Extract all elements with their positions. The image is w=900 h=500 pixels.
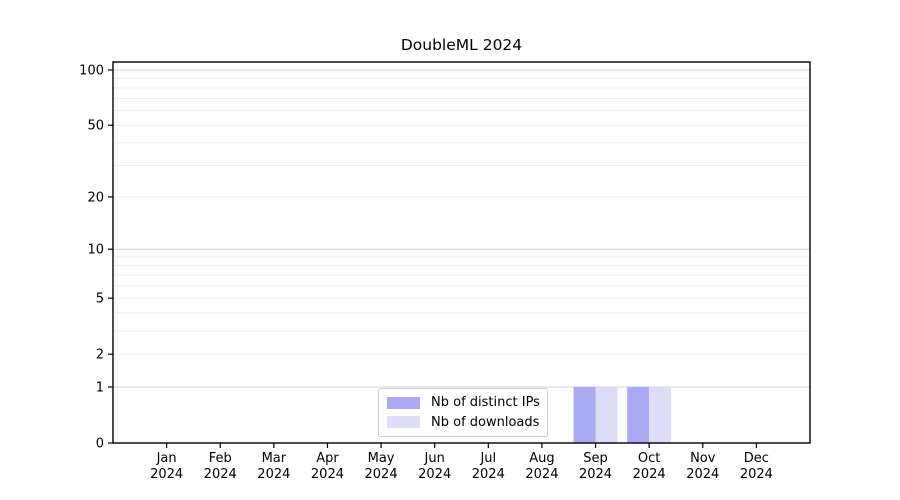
x-tick-label-year-jan: 2024	[150, 467, 183, 482]
x-tick-label-month-nov: Nov	[690, 451, 716, 466]
legend-label-downloads: Nb of downloads	[431, 414, 540, 430]
x-tick-label-month-sep: Sep	[583, 451, 608, 466]
x-tick-label-month-may: May	[368, 451, 395, 466]
legend-entry-distinct-ips: Nb of distinct IPs	[387, 395, 540, 411]
legend: Nb of distinct IPs Nb of downloads	[378, 388, 548, 437]
y-tick-label-50: 50	[87, 119, 104, 134]
legend-entry-downloads: Nb of downloads	[387, 415, 539, 430]
chart-title: DoubleML 2024	[400, 36, 523, 54]
bar-oct-downloads	[649, 386, 672, 443]
bar-oct-distinct-ips	[627, 386, 650, 443]
y-tick-label-10: 10	[87, 243, 104, 258]
y-tick-label-2: 2	[96, 348, 104, 363]
legend-label-distinct-ips: Nb of distinct IPs	[431, 395, 540, 411]
x-tick-label-month-feb: Feb	[209, 451, 232, 466]
y-tick-label-20: 20	[87, 190, 104, 205]
x-tick-label-month-dec: Dec	[744, 451, 769, 466]
x-tick-label-month-jan: Jan	[156, 451, 177, 466]
x-tick-label-month-mar: Mar	[262, 451, 287, 466]
x-tick-label-year-feb: 2024	[204, 467, 237, 482]
x-tick-label-year-jun: 2024	[418, 467, 451, 482]
x-tick-label-year-dec: 2024	[740, 467, 773, 482]
x-tick-label-year-aug: 2024	[525, 467, 558, 482]
x-tick-label-year-jul: 2024	[472, 467, 505, 482]
x-tick-label-year-apr: 2024	[311, 467, 344, 482]
x-tick-label-year-oct: 2024	[633, 467, 666, 482]
x-tick-label-month-jul: Jul	[479, 451, 496, 466]
bar-sep-distinct-ips	[573, 386, 596, 443]
x-tick-label-year-nov: 2024	[686, 467, 719, 482]
x-tick-label-year-may: 2024	[365, 467, 398, 482]
legend-swatch-distinct-ips	[387, 396, 420, 409]
plot-border	[112, 61, 811, 444]
x-tick-label-year-mar: 2024	[257, 467, 290, 482]
y-tick-label-1: 1	[96, 380, 104, 395]
y-tick-label-5: 5	[96, 292, 104, 307]
x-tick-label-month-apr: Apr	[316, 451, 339, 466]
x-tick-label-month-oct: Oct	[638, 451, 660, 466]
y-tick-label-0: 0	[96, 437, 104, 452]
y-tick-label-100: 100	[79, 63, 104, 78]
legend-swatch-downloads	[387, 416, 420, 429]
bar-sep-downloads	[595, 386, 618, 443]
x-tick-label-month-aug: Aug	[529, 451, 554, 466]
x-tick-label-year-sep: 2024	[579, 467, 612, 482]
x-tick-label-month-jun: Jun	[424, 451, 445, 466]
